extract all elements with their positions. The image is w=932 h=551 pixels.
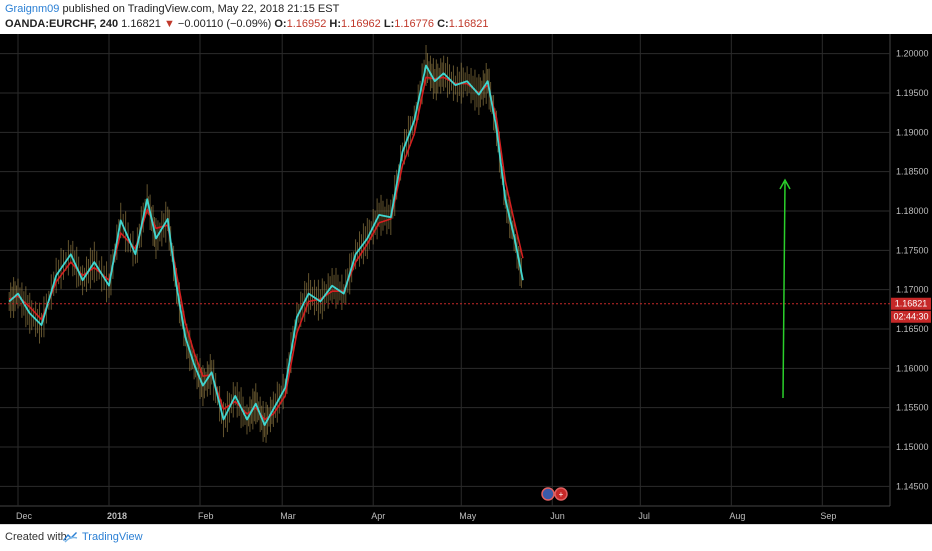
publish-info: Graignm09 published on TradingView.com, …	[5, 3, 339, 15]
grid-lines	[0, 34, 890, 506]
x-tick-label: 2018	[107, 511, 127, 521]
x-tick-label: Aug	[729, 511, 745, 521]
y-tick-label: 1.17000	[896, 285, 929, 295]
footer: Created with TradingView	[0, 524, 932, 551]
y-tick-label: 1.17500	[896, 245, 929, 255]
close-label: C:	[437, 18, 449, 30]
y-tick-label: 1.18000	[896, 206, 929, 216]
low-value: 1.16776	[394, 18, 435, 30]
y-tick-label: 1.18500	[896, 167, 929, 177]
x-tick-label: Dec	[16, 511, 33, 521]
y-tick-label: 1.14500	[896, 481, 929, 491]
publish-text: published on TradingView.com, May 22, 20…	[59, 3, 340, 15]
price-axis[interactable]	[890, 34, 932, 506]
symbol-label: OANDA:EURCHF, 240	[5, 18, 119, 30]
x-tick-label: Feb	[198, 511, 214, 521]
open-value: 1.16952	[286, 18, 327, 30]
y-tick-label: 1.20000	[896, 49, 929, 59]
x-tick-label: Sep	[820, 511, 836, 521]
countdown-badge	[891, 310, 931, 323]
x-tick-label: Jun	[550, 511, 565, 521]
countdown-value: 02:44:30	[893, 312, 928, 322]
x-tick-labels: Dec 2018 Feb Mar Apr May Jun Jul Aug Sep	[16, 511, 836, 521]
high-value: 1.16962	[341, 18, 381, 30]
close-value: 1.16821	[448, 18, 489, 30]
x-tick-label: Jul	[638, 511, 650, 521]
last-value: 1.16821	[121, 18, 161, 30]
author-link[interactable]: Graignm09	[5, 3, 60, 15]
event-markers[interactable]: +	[541, 487, 568, 501]
y-tick-label: 1.15500	[896, 403, 929, 413]
y-tick-label: 1.19500	[896, 88, 929, 98]
plot-area[interactable]	[0, 34, 890, 506]
time-axis[interactable]	[0, 506, 932, 524]
economic-event-icon[interactable]	[541, 487, 555, 501]
flag-event-icon[interactable]	[554, 487, 568, 501]
change-value: −0.00110 (−0.09%)	[177, 18, 272, 30]
last-price-value: 1.16821	[895, 299, 928, 309]
series-lines	[8, 64, 524, 426]
y-tick-label: 1.15000	[896, 442, 929, 452]
price-chart[interactable]: 1.20000 1.19500 1.19000 1.18500 1.18000 1.175…	[0, 34, 932, 524]
high-label: H:	[329, 18, 342, 30]
tradingview-logo-icon	[63, 532, 78, 543]
y-tick-labels: 1.20000 1.19500 1.19000 1.18500 1.18000 1.175…	[896, 49, 929, 492]
down-triangle-icon: ▼	[163, 18, 175, 30]
tradingview-link[interactable]: TradingView	[82, 531, 143, 543]
x-tick-label: May	[459, 511, 477, 521]
plus-icon: +	[559, 490, 564, 499]
up-arrow-icon	[779, 178, 791, 399]
y-tick-label: 1.16500	[896, 324, 929, 334]
y-tick-label: 1.16000	[896, 363, 929, 373]
price-series-line	[8, 64, 524, 426]
quote-line: OANDA:EURCHF, 240 1.16821 ▼ −0.00110 (−0…	[5, 18, 488, 30]
x-tick-label: Apr	[371, 511, 385, 521]
last-price-badge	[891, 297, 931, 310]
created-with-text: Created with	[5, 531, 67, 543]
chart-header: Graignm09 published on TradingView.com, …	[0, 0, 932, 34]
low-label: L:	[383, 18, 395, 30]
open-label: O:	[274, 18, 287, 30]
x-tick-label: Mar	[280, 511, 296, 521]
y-tick-label: 1.19000	[896, 127, 929, 137]
